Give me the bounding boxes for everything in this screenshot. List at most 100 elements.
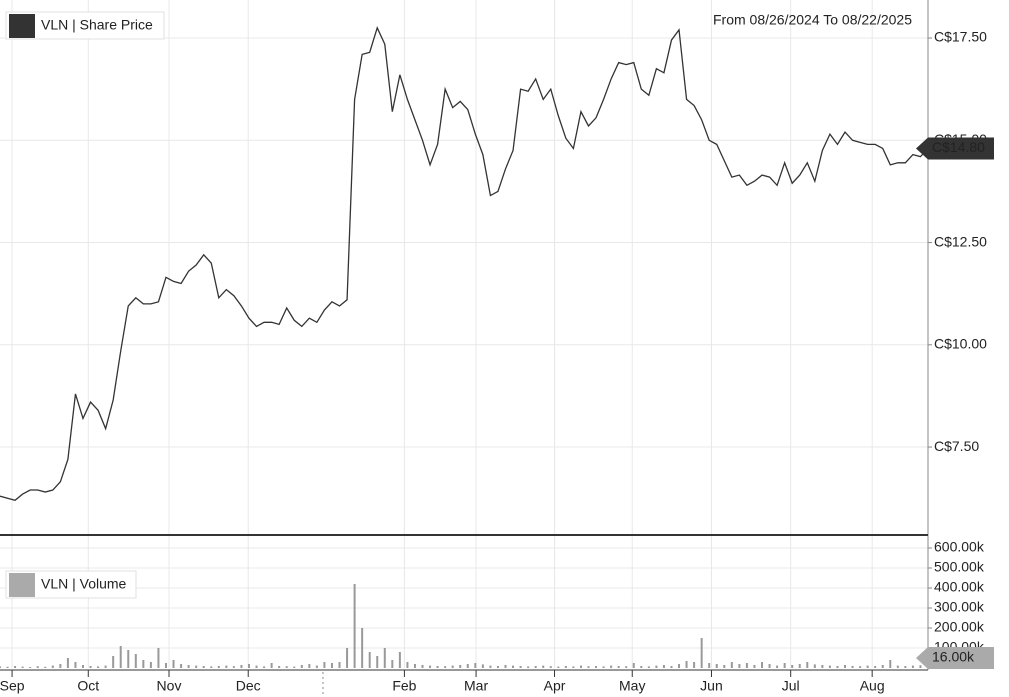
- volume-bar: [44, 666, 47, 668]
- volume-bar: [195, 665, 198, 668]
- volume-bar: [549, 666, 552, 668]
- volume-bar: [602, 666, 605, 668]
- volume-bar: [761, 662, 764, 668]
- volume-bar: [564, 666, 567, 668]
- volume-bar: [134, 654, 137, 668]
- volume-bar: [715, 664, 718, 668]
- volume-bar: [813, 664, 816, 668]
- volume-bar: [851, 666, 854, 668]
- y-tick-label: 400.00k: [934, 579, 985, 595]
- volume-bar: [346, 648, 349, 668]
- x-tick-label: Nov: [157, 678, 182, 694]
- legend-swatch: [9, 14, 35, 38]
- volume-bar: [225, 665, 228, 668]
- volume-bar: [866, 665, 869, 668]
- volume-bar: [836, 666, 839, 668]
- volume-bar: [376, 656, 379, 668]
- volume-bar: [240, 665, 243, 668]
- volume-bar: [678, 664, 681, 668]
- volume-bar: [164, 663, 167, 668]
- date-range: From 08/26/2024 To 08/22/2025: [713, 12, 912, 28]
- x-tick-label: May: [619, 678, 645, 694]
- volume-bar: [753, 665, 756, 668]
- volume-bar: [217, 666, 220, 668]
- volume-bar: [489, 665, 492, 668]
- volume-bar: [51, 665, 54, 668]
- volume-bar: [323, 662, 326, 668]
- volume-bar: [481, 664, 484, 668]
- volume-bar: [557, 666, 560, 668]
- volume-bar: [157, 648, 160, 668]
- volume-bar: [263, 666, 266, 668]
- volume-bar: [579, 665, 582, 668]
- volume-bar: [149, 662, 152, 668]
- volume-bar: [685, 661, 688, 668]
- volume-bar: [640, 666, 643, 668]
- volume-bar: [391, 660, 394, 668]
- y-tick-label: C$10.00: [934, 336, 987, 352]
- volume-bar: [293, 666, 296, 668]
- volume-bar: [919, 665, 922, 668]
- volume-bar: [745, 663, 748, 668]
- volume-bar: [308, 664, 311, 668]
- volume-bar: [534, 666, 537, 668]
- volume-bar: [315, 665, 318, 668]
- volume-bar: [874, 666, 877, 668]
- volume-bar: [119, 646, 122, 668]
- legend-swatch: [9, 573, 35, 597]
- volume-bar: [542, 665, 545, 668]
- volume-bar: [436, 666, 439, 668]
- volume-bar: [474, 663, 477, 668]
- marks: [0, 25, 929, 668]
- volume-bar: [776, 665, 779, 668]
- volume-bar: [700, 638, 703, 668]
- volume-bar: [285, 666, 288, 668]
- volume-bar: [451, 665, 454, 668]
- volume-bar: [413, 664, 416, 668]
- legend-label: VLN | Share Price: [41, 17, 153, 33]
- volume-bar: [911, 665, 914, 668]
- price-line: [0, 25, 929, 501]
- volume-bar: [210, 666, 213, 668]
- grid: [0, 0, 928, 668]
- volume-bar: [466, 664, 469, 668]
- volume-bar: [383, 648, 386, 668]
- y-tick-label: 500.00k: [934, 559, 985, 575]
- volume-bar: [142, 660, 145, 668]
- volume-bar: [572, 666, 575, 668]
- volume-bar: [187, 665, 190, 668]
- current-label: 16.00k: [932, 649, 975, 665]
- x-tick-label: Jun: [700, 678, 723, 694]
- volume-bar: [74, 662, 77, 668]
- volume-bar: [527, 666, 530, 668]
- volume-bar: [595, 666, 598, 668]
- volume-bar: [368, 652, 371, 668]
- volume-bar: [81, 665, 84, 668]
- volume-bar: [791, 665, 794, 668]
- volume-bar: [247, 664, 250, 668]
- volume-bar: [270, 663, 273, 668]
- volume-bar: [66, 658, 69, 668]
- volume-bar: [610, 665, 613, 668]
- volume-bar: [0, 666, 1, 668]
- volume-bar: [587, 666, 590, 668]
- volume-bar: [330, 663, 333, 668]
- volume-bar: [353, 584, 356, 668]
- x-tick-label: Aug: [860, 678, 885, 694]
- volume-bar: [97, 666, 100, 668]
- current-badge: [916, 137, 994, 160]
- volume-bar: [655, 665, 658, 668]
- volume-bar: [172, 660, 175, 668]
- y-tick-label: 200.00k: [934, 619, 985, 635]
- volume-bar: [21, 666, 24, 668]
- volume-bar: [859, 666, 862, 668]
- volume-bar: [512, 665, 515, 668]
- volume-bar: [896, 665, 899, 668]
- volume-bar: [730, 662, 733, 668]
- volume-bar: [429, 665, 432, 668]
- volume-bar: [202, 666, 205, 668]
- volume-bar: [723, 665, 726, 668]
- volume-bar: [647, 666, 650, 668]
